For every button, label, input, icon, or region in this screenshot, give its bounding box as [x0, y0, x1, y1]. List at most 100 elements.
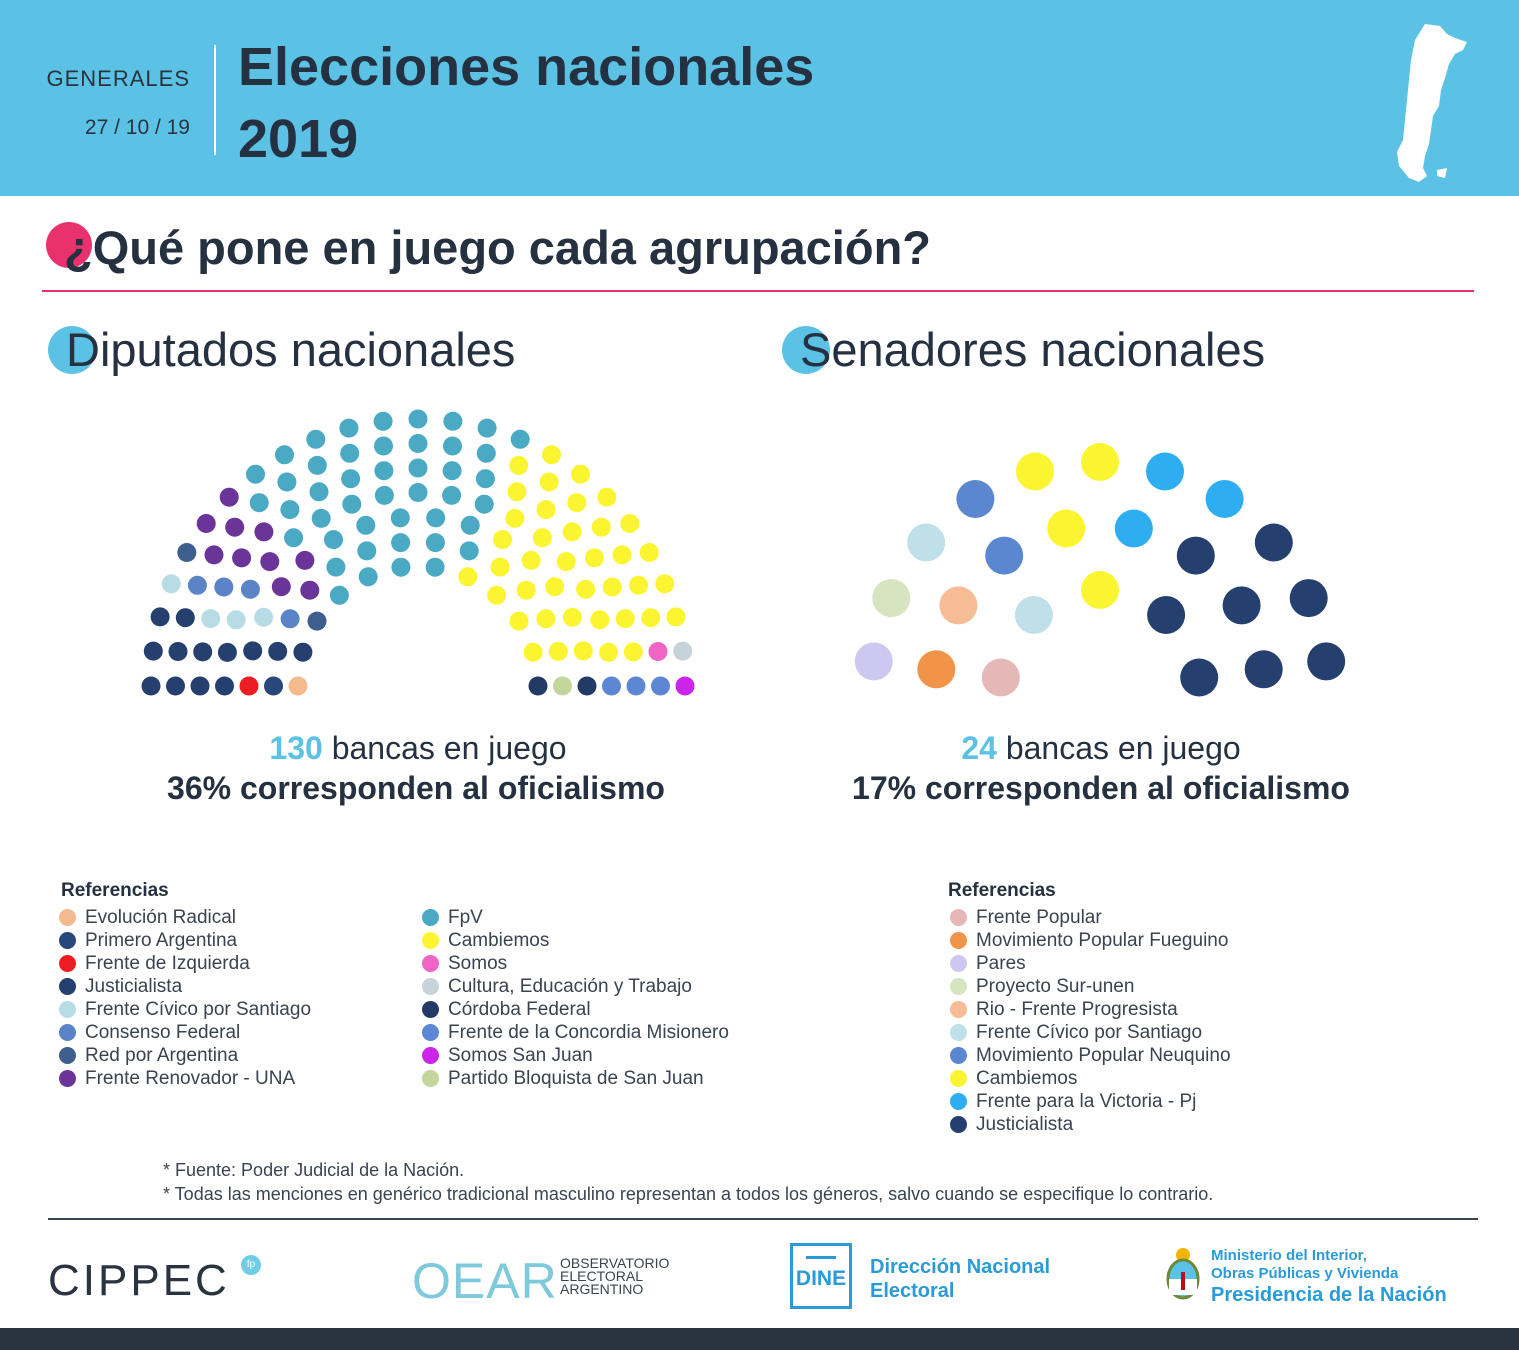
diputados-seat-cultura-educacion-y-trabajo	[673, 641, 693, 661]
diputados-seat-fpv	[425, 557, 445, 577]
diputados-seat-fpv	[408, 483, 428, 502]
diputados-seat-frente-renovador-una	[232, 548, 252, 568]
diputados-seat-frente-civico-por-santiago	[201, 609, 221, 629]
diputados-seat-fpv	[374, 436, 393, 456]
diputados-seat-fpv	[408, 458, 428, 478]
diputados-seat-cambiemos	[612, 545, 632, 565]
senadores-seat-cambiemos	[1016, 452, 1054, 491]
diputados-seat-justicialista	[190, 676, 210, 696]
diputados-seat-frente-de-la-concordia-misionero	[651, 676, 670, 696]
legend-swatch	[950, 978, 967, 995]
diputados-legend-title: Referencias	[61, 880, 169, 901]
diputados-legend-item: Primero Argentina	[59, 929, 311, 952]
diputados-seat-fpv	[442, 461, 462, 481]
diputados-seat-fpv	[341, 469, 361, 489]
legend-label: Somos	[448, 952, 508, 974]
legend-swatch	[950, 1047, 967, 1064]
diputados-legend-col2: FpV Cambiemos Somos Cultura, Educación y Tr…	[422, 906, 729, 1090]
diputados-seat-frente-renovador-una	[271, 577, 291, 597]
diputados-seats-number: 130	[269, 730, 323, 766]
diputados-seat-cambiemos	[666, 607, 686, 627]
diputados-seat-fpv	[358, 567, 378, 587]
diputados-seat-fpv	[326, 557, 346, 577]
legend-label: Frente Popular	[976, 906, 1102, 928]
diputados-seat-fpv	[340, 443, 360, 463]
diputados-seat-fpv	[390, 508, 410, 528]
diputados-legend-item: Somos San Juan	[422, 1044, 729, 1067]
senadores-legend-item: Frente Popular	[950, 906, 1231, 929]
senadores-legend: Frente Popular Movimiento Popular Fueguin…	[950, 906, 1231, 1136]
generales-label: GENERALES	[46, 66, 190, 91]
dne-name: Dirección Nacional Electoral	[870, 1255, 1050, 1303]
senadores-seats-number: 24	[961, 730, 997, 766]
legend-label: Movimiento Popular Fueguino	[976, 929, 1229, 951]
senadores-seat-justicialista	[1147, 596, 1186, 634]
diputados-seat-frente-renovador-una	[260, 552, 280, 572]
diputados-seat-cambiemos	[532, 528, 552, 548]
dne-line: Dirección Nacional	[870, 1256, 1051, 1278]
legend-swatch	[422, 1024, 439, 1041]
diputados-seat-cambiemos	[548, 641, 568, 661]
senadores-title: Senadores nacionales	[800, 323, 1266, 376]
legend-swatch	[59, 909, 76, 926]
senadores-seat-justicialista	[1254, 523, 1293, 562]
diputados-seat-fpv	[357, 541, 377, 561]
diputados-seat-fpv	[339, 418, 359, 438]
diputados-legend-item: Red por Argentina	[59, 1044, 311, 1067]
diputados-seat-cambiemos	[641, 608, 661, 628]
legend-swatch	[59, 932, 76, 949]
page-title-year: 2019	[238, 109, 359, 169]
legend-swatch	[950, 1001, 967, 1018]
diputados-seat-cambiemos	[536, 609, 556, 629]
legend-swatch	[422, 932, 439, 949]
diputados-seat-fpv	[306, 429, 326, 449]
diputados-seat-frente-renovador-una	[204, 545, 224, 565]
diputados-seat-cambiemos	[576, 579, 596, 599]
senadores-legend-item: Movimiento Popular Neuquino	[950, 1044, 1231, 1067]
diputados-seat-fpv	[249, 493, 269, 513]
diputados-seat-cambiemos	[597, 487, 617, 507]
legend-label: FpV	[448, 906, 483, 928]
diputados-seat-justicialista	[143, 641, 163, 661]
legend-label: Rio - Frente Progresista	[976, 998, 1178, 1020]
diputados-seat-fpv	[425, 533, 445, 553]
diputados-seat-evolucion-radical	[288, 676, 308, 696]
legend-label: Frente para la Victoria - Pj	[976, 1090, 1197, 1112]
diputados-seat-fpv	[475, 469, 495, 489]
legend-label: Cultura, Educación y Trabajo	[448, 975, 692, 997]
diputados-seats-stat: 130 bancas en juego	[0, 730, 836, 767]
legend-label: Frente Cívico por Santiago	[976, 1021, 1203, 1043]
diputados-seat-somos-san-juan	[675, 676, 695, 696]
legend-swatch	[950, 1070, 967, 1087]
senadores-oficialismo: 17% corresponden al oficialismo	[852, 770, 1350, 806]
oear-sub-line: ARGENTINO	[560, 1281, 644, 1297]
diputados-seat-fpv	[476, 443, 496, 463]
oear-sub-line: ELECTORAL	[560, 1268, 643, 1284]
diputados-legend-item: Justicialista	[59, 975, 311, 998]
diputados-seat-frente-renovador-una	[219, 487, 239, 507]
legend-swatch	[950, 932, 967, 949]
diputados-legend-item: Partido Bloquista de San Juan	[422, 1067, 729, 1090]
legend-swatch	[59, 955, 76, 972]
legend-label: Primero Argentina	[85, 929, 238, 951]
diputados-seat-frente-renovador-una	[225, 517, 245, 537]
legend-label: Córdoba Federal	[448, 998, 591, 1020]
diputados-seat-cambiemos	[655, 574, 675, 594]
legend-swatch	[950, 1116, 967, 1133]
coat-of-arms-icon	[1166, 1248, 1200, 1300]
senadores-seats-stat: 24 bancas en juego	[600, 730, 1519, 767]
diputados-legend-item: Frente Cívico por Santiago	[59, 998, 311, 1021]
senadores-seat-justicialista	[1244, 650, 1283, 689]
presidency-line: Presidencia de la Nación	[1211, 1284, 1447, 1306]
diputados-seat-fpv	[391, 557, 411, 577]
bottom-bar	[0, 1328, 1519, 1350]
diputados-seat-cambiemos	[493, 530, 512, 550]
diputados-seat-consenso-federal	[187, 575, 207, 595]
legend-label: Red por Argentina	[85, 1044, 239, 1066]
senadores-seat-cambiemos	[1081, 443, 1119, 481]
diputados-seat-fpv	[474, 494, 494, 514]
senadores-seat-frente-para-la-victoria-pj	[1146, 452, 1184, 491]
diputados-title: Diputados nacionales	[66, 323, 516, 376]
legend-label: Frente de Izquierda	[85, 952, 250, 974]
legend-swatch	[59, 1024, 76, 1041]
